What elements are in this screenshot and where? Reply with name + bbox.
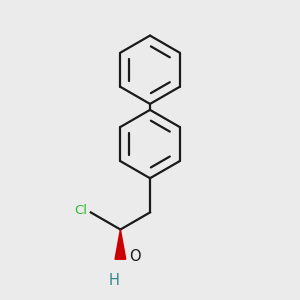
Polygon shape	[115, 230, 126, 259]
Text: O: O	[129, 249, 140, 264]
Text: Cl: Cl	[74, 204, 87, 218]
Text: H: H	[108, 273, 119, 288]
